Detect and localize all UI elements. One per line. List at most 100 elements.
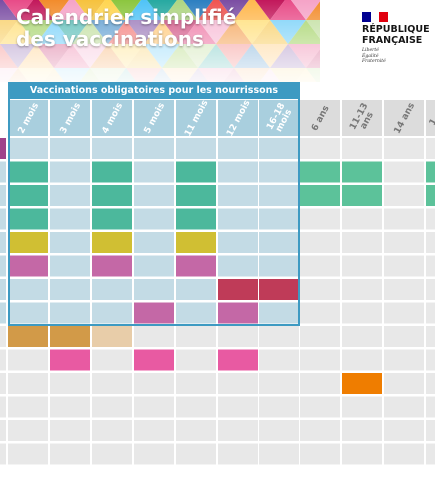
vaccination-dose-cell <box>218 302 258 324</box>
row-label-cell <box>0 232 6 253</box>
empty-cell <box>426 373 435 394</box>
empty-cell <box>134 279 174 300</box>
page-title: Calendrier simplifié des vaccinations <box>16 6 236 50</box>
empty-cell <box>342 232 382 253</box>
empty-cell <box>259 420 299 441</box>
empty-cell <box>384 185 424 206</box>
empty-cell <box>259 232 299 253</box>
empty-cell <box>134 420 174 441</box>
empty-cell <box>50 396 90 418</box>
empty-cell <box>384 255 424 277</box>
empty-cell <box>218 420 258 441</box>
empty-cell <box>218 232 258 253</box>
empty-cell <box>92 279 132 300</box>
empty-cell <box>134 232 174 253</box>
logo-name-line-1: RÉPUBLIQUE <box>362 24 430 35</box>
vaccination-dose-cell <box>176 161 216 183</box>
logo-motto-fraternite: Fraternité <box>362 59 386 65</box>
empty-cell <box>218 208 258 230</box>
vaccination-dose-cell <box>92 326 132 347</box>
empty-cell <box>426 349 435 371</box>
empty-cell <box>134 185 174 206</box>
empty-cell <box>8 373 48 394</box>
empty-cell <box>342 138 382 159</box>
empty-cell <box>384 302 424 324</box>
empty-cell <box>176 373 216 394</box>
empty-cell <box>300 326 340 347</box>
empty-cell <box>218 255 258 277</box>
empty-cell <box>134 138 174 159</box>
french-flag-icon <box>362 12 389 22</box>
empty-cell <box>342 396 382 418</box>
empty-cell <box>176 302 216 324</box>
empty-cell <box>384 138 424 159</box>
empty-cell <box>384 349 424 371</box>
vaccination-dose-cell <box>176 208 216 230</box>
empty-cell <box>8 420 48 441</box>
empty-cell <box>8 138 48 159</box>
vaccination-dose-cell <box>300 185 340 206</box>
vaccination-dose-cell <box>50 349 90 371</box>
age-header-cell <box>259 100 299 136</box>
empty-cell <box>300 302 340 324</box>
vaccination-dose-cell <box>176 185 216 206</box>
geometric-pattern <box>0 0 320 82</box>
vaccination-dose-cell <box>300 161 340 183</box>
empty-cell <box>384 443 424 465</box>
vaccination-dose-cell <box>342 161 382 183</box>
empty-cell <box>300 232 340 253</box>
empty-cell <box>218 373 258 394</box>
empty-cell <box>259 373 299 394</box>
row-label-cell <box>0 373 6 394</box>
empty-cell <box>426 279 435 300</box>
empty-cell <box>342 420 382 441</box>
empty-cell <box>92 349 132 371</box>
empty-cell <box>92 138 132 159</box>
empty-cell <box>342 326 382 347</box>
row-label-cell <box>0 185 6 206</box>
row-label-cell <box>0 279 6 300</box>
empty-cell <box>8 302 48 324</box>
logo-motto: Liberté Égalité Fraternité <box>362 48 432 65</box>
vaccination-dose-cell <box>8 326 48 347</box>
empty-cell <box>176 349 216 371</box>
empty-cell <box>176 279 216 300</box>
empty-cell <box>134 255 174 277</box>
empty-cell <box>259 302 299 324</box>
vaccination-dose-cell <box>426 185 435 206</box>
vaccination-dose-cell <box>92 255 132 277</box>
age-header-cell <box>92 100 132 136</box>
age-header-label-clipped: 1 <box>428 117 435 127</box>
age-header-cell <box>134 100 174 136</box>
empty-cell <box>384 326 424 347</box>
empty-cell <box>176 326 216 347</box>
empty-cell <box>384 420 424 441</box>
vaccination-dose-cell <box>92 232 132 253</box>
empty-cell <box>50 208 90 230</box>
age-header-cell <box>176 100 216 136</box>
empty-cell <box>92 396 132 418</box>
age-header-cell <box>50 100 90 136</box>
empty-cell <box>384 232 424 253</box>
empty-cell <box>218 326 258 347</box>
empty-cell <box>300 443 340 465</box>
vaccination-dose-cell <box>134 349 174 371</box>
age-header-cell <box>426 100 435 136</box>
empty-cell <box>426 208 435 230</box>
age-header-cell <box>8 100 48 136</box>
header-banner: Calendrier simplifié des vaccinations <box>0 0 320 82</box>
empty-cell <box>50 232 90 253</box>
empty-cell <box>134 208 174 230</box>
vaccination-dose-cell <box>8 185 48 206</box>
empty-cell <box>134 396 174 418</box>
empty-cell <box>342 255 382 277</box>
empty-cell <box>50 420 90 441</box>
vaccination-dose-cell <box>92 208 132 230</box>
empty-cell <box>134 326 174 347</box>
empty-cell <box>259 138 299 159</box>
logo-motto-egalite: Égalité <box>362 53 379 59</box>
vaccination-dose-cell <box>92 185 132 206</box>
row-label-cell <box>0 443 6 465</box>
vaccination-dose-cell <box>259 279 299 300</box>
